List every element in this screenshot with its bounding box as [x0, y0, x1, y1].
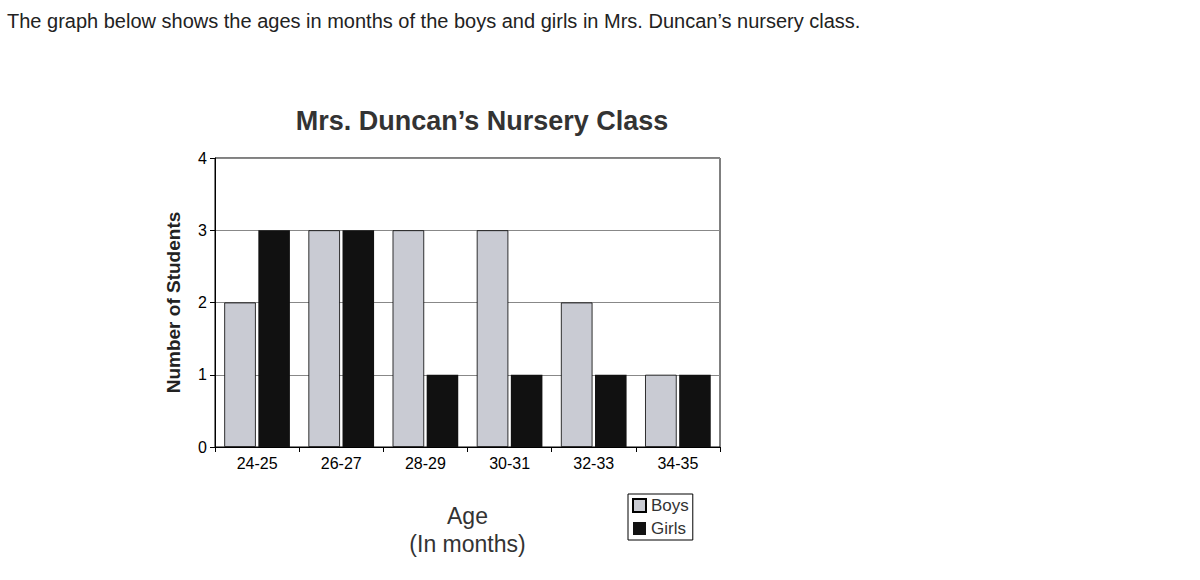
svg-text:4: 4	[198, 150, 207, 167]
svg-text:30-31: 30-31	[489, 455, 530, 472]
svg-text:2: 2	[198, 294, 207, 311]
svg-text:26-27: 26-27	[321, 455, 362, 472]
svg-text:Girls: Girls	[651, 519, 686, 538]
svg-text:1: 1	[198, 366, 207, 383]
svg-text:Number of Students: Number of Students	[163, 212, 184, 394]
svg-text:Age: Age	[447, 503, 488, 529]
svg-text:Mrs. Duncan’s Nursery Class: Mrs. Duncan’s Nursery Class	[296, 106, 669, 136]
svg-text:0: 0	[198, 439, 207, 456]
svg-text:24-25: 24-25	[237, 455, 278, 472]
svg-text:28-29: 28-29	[405, 455, 446, 472]
svg-text:The graph below shows the ages: The graph below shows the ages in months…	[7, 10, 860, 32]
svg-text:34-35: 34-35	[657, 455, 698, 472]
svg-text:(In months): (In months)	[409, 531, 525, 557]
svg-text:Boys: Boys	[651, 496, 689, 515]
svg-text:3: 3	[198, 222, 207, 239]
svg-text:32-33: 32-33	[573, 455, 614, 472]
